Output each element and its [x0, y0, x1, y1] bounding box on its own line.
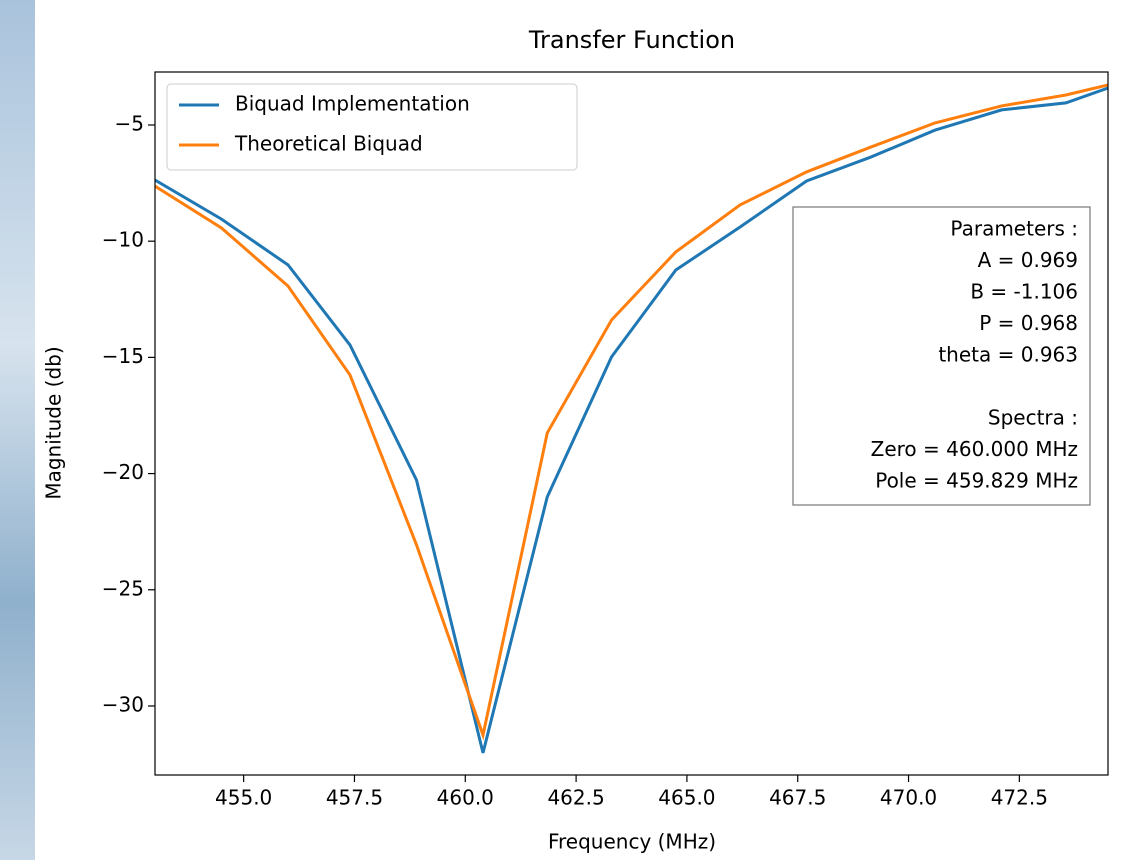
x-axis-label: Frequency (MHz)	[548, 830, 716, 854]
annotation-line: P = 0.968	[979, 311, 1078, 335]
legend-box	[166, 83, 578, 171]
x-tick-label: 465.0	[658, 786, 715, 810]
legend-label: Biquad Implementation	[235, 92, 470, 116]
y-tick-label: −25	[102, 576, 144, 600]
series-line	[155, 86, 1108, 754]
annotation-line: Zero = 460.000 MHz	[871, 437, 1078, 461]
legend-label: Theoretical Biquad	[234, 132, 423, 156]
annotation-line: Pole = 459.829 MHz	[875, 469, 1078, 493]
y-tick-label: −20	[102, 460, 144, 484]
annotation-line: Spectra :	[988, 406, 1078, 430]
axes-frame	[154, 71, 1109, 776]
x-tick-label: 472.5	[991, 786, 1048, 810]
x-tick-label: 457.5	[326, 786, 383, 810]
x-tick-label: 455.0	[215, 786, 272, 810]
y-axis-label: Magnitude (db)	[42, 346, 66, 499]
annotation-line: A = 0.969	[978, 248, 1078, 272]
annotation-line: B = -1.106	[970, 280, 1078, 304]
annotation-line: theta = 0.963	[938, 343, 1078, 367]
y-tick-label: −10	[102, 228, 144, 252]
x-tick-label: 462.5	[547, 786, 604, 810]
annotation-box	[792, 206, 1091, 506]
annotation-line: Parameters :	[950, 217, 1078, 241]
series-line	[155, 83, 1108, 741]
x-tick-label: 470.0	[880, 786, 937, 810]
x-tick-label: 460.0	[437, 786, 494, 810]
y-tick-label: −30	[102, 692, 144, 716]
x-tick-label: 467.5	[769, 786, 826, 810]
y-tick-label: −5	[115, 111, 144, 135]
y-tick-label: −15	[102, 344, 144, 368]
chart-title: Transfer Function	[528, 26, 735, 54]
